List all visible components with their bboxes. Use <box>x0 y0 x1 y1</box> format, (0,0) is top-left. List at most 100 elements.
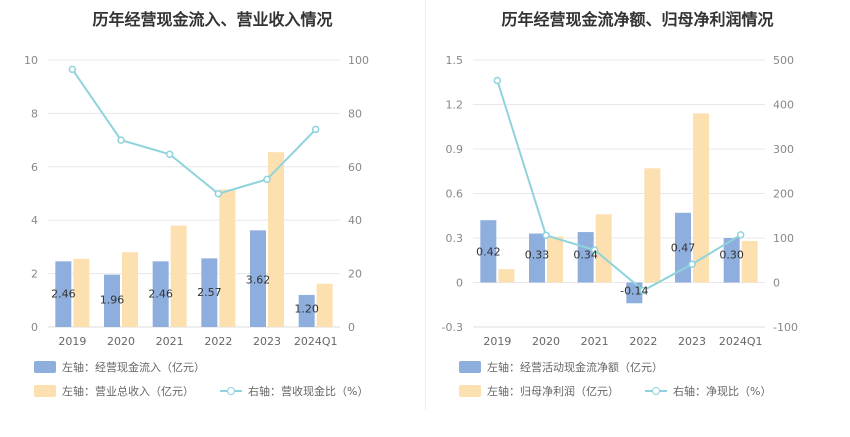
ratio-point <box>68 65 77 74</box>
ratio-line <box>496 80 742 292</box>
left-axis-tick-label: 2 <box>31 268 38 281</box>
bar-secondary <box>73 258 90 327</box>
x-axis-tick-label: 2023 <box>253 335 281 348</box>
left-axis-tick-label: 0 <box>31 321 38 334</box>
left-axis-tick-label: 10 <box>24 54 38 67</box>
legend-label: 左轴：经营现金流入（亿元） <box>62 361 205 374</box>
ratio-point <box>311 125 320 134</box>
bar-secondary <box>498 269 515 283</box>
legend-item[interactable]: 右轴：营收现金比（%） <box>220 383 368 399</box>
bar-primary <box>675 212 691 283</box>
x-axis-tick-label: 2021 <box>156 335 184 348</box>
left-axis-tick-label: -0.3 <box>442 321 463 334</box>
bar-primary <box>626 282 643 304</box>
legend-item[interactable]: 左轴：经营活动现金流净额（亿元） <box>459 359 663 375</box>
ratio-line <box>71 68 317 195</box>
bar-primary <box>723 238 740 283</box>
right-axis-tick-label: 80 <box>348 107 362 120</box>
legend-item[interactable]: 左轴：营业总收入（亿元） <box>34 383 194 399</box>
bar-secondary <box>741 240 758 283</box>
x-axis-tick-label: 2020 <box>107 335 135 348</box>
legend-line-marker <box>220 385 242 397</box>
bar-data-label: 0.42 <box>476 245 501 258</box>
x-axis-tick-label: 2021 <box>581 335 609 348</box>
bar-data-label: 0.34 <box>573 249 598 262</box>
legend-item[interactable]: 右轴：净现比（%） <box>645 383 771 399</box>
bar-data-label: 1.20 <box>294 303 319 316</box>
ratio-point <box>590 246 599 254</box>
bar-primary <box>152 261 169 327</box>
x-axis-tick-label: 2019 <box>483 335 511 348</box>
bar-primary <box>577 232 594 283</box>
legend-swatch <box>459 361 481 373</box>
right-axis-tick-label: 300 <box>773 143 794 156</box>
bar-data-label: -0.14 <box>620 285 648 298</box>
right-axis-tick-label: 0 <box>348 321 355 334</box>
bar-secondary <box>170 225 187 327</box>
left-axis-tick-label: 6 <box>31 161 38 174</box>
bar-primary <box>250 230 266 327</box>
bar-data-label: 0.33 <box>525 249 550 262</box>
bar-data-label: 2.57 <box>197 286 222 299</box>
left-axis-tick-label: 0 <box>456 277 463 290</box>
legend-item[interactable]: 左轴：归母净利润（亿元） <box>459 383 619 399</box>
bar-data-label: 0.30 <box>719 249 744 262</box>
bar-secondary <box>547 236 563 283</box>
ratio-point <box>263 175 271 184</box>
bar-secondary <box>644 168 661 283</box>
chart-title: 历年经营现金流净额、归母净利润情况 <box>501 10 774 29</box>
bar-secondary <box>693 113 709 283</box>
bar-primary <box>298 294 315 327</box>
right-axis-tick-label: 0 <box>773 277 780 290</box>
legend-label: 左轴：经营活动现金流净额（亿元） <box>487 361 663 374</box>
right-axis-tick-label: 40 <box>348 214 362 227</box>
legend-label: 左轴：营业总收入（亿元） <box>62 385 194 398</box>
bar-data-label: 2.46 <box>148 287 173 300</box>
right-axis-tick-label: 100 <box>348 54 369 67</box>
x-axis-tick-label: 2024Q1 <box>294 335 338 348</box>
legend-swatch <box>34 361 56 373</box>
bar-primary <box>201 258 218 327</box>
right-axis-tick-label: 200 <box>773 188 794 201</box>
bar-data-label: 3.62 <box>246 274 271 287</box>
x-axis-tick-label: 2022 <box>204 335 232 348</box>
ratio-point <box>493 76 502 85</box>
ratio-point <box>542 231 550 240</box>
left-axis-tick-label: 4 <box>31 214 38 227</box>
x-axis-tick-label: 2020 <box>532 335 560 348</box>
left-axis-tick-label: 0.9 <box>446 143 464 156</box>
right-axis-tick-label: 100 <box>773 232 794 245</box>
chart-plot: -0.3 0 0.3 0.6 0.9 1.2 1.5 -100 0 100 200 300 400 500… <box>442 54 798 348</box>
right-axis-tick-label: -100 <box>773 321 798 334</box>
chart-panel-net-cash-flow-profit: 历年经营现金流净额、归母净利润情况 -0.3 0 0.3 0.6 0.9 1.2 1.5 -1… <box>425 0 850 437</box>
legend-line-marker <box>645 385 667 397</box>
left-axis-tick-label: 0.3 <box>446 232 464 245</box>
legend-item[interactable]: 左轴：经营现金流入（亿元） <box>34 359 205 375</box>
bar-secondary <box>595 214 612 283</box>
left-axis-tick-label: 1.2 <box>446 99 464 112</box>
legend-label: 左轴：归母净利润（亿元） <box>487 385 619 398</box>
chart-panel-cash-inflow-revenue: 历年经营现金流入、营业收入情况 0 2 4 6 8 10 0 20 40 60 80 100 2019 2… <box>24 10 369 399</box>
panel-divider <box>425 0 426 410</box>
bar-secondary <box>219 189 236 327</box>
x-axis-tick-label: 2022 <box>629 335 657 348</box>
legend-swatch <box>459 385 481 397</box>
chart-title: 历年经营现金流入、营业收入情况 <box>92 10 333 29</box>
bar-primary <box>104 274 120 327</box>
bar-data-label: 2.46 <box>51 287 76 300</box>
bar-primary <box>480 220 497 283</box>
legend-swatch <box>34 385 56 397</box>
x-axis-tick-label: 2019 <box>58 335 86 348</box>
bar-data-label: 0.47 <box>671 242 696 255</box>
legend-label: 右轴：营收现金比（%） <box>248 385 369 398</box>
right-axis-tick-label: 400 <box>773 99 794 112</box>
x-axis-tick-label: 2024Q1 <box>719 335 763 348</box>
bar-primary <box>55 261 72 327</box>
ratio-point <box>165 150 174 159</box>
legend-label: 右轴：净现比（%） <box>673 385 772 398</box>
ratio-point <box>117 136 125 144</box>
bar-secondary <box>268 152 284 327</box>
bar-secondary <box>316 283 333 327</box>
